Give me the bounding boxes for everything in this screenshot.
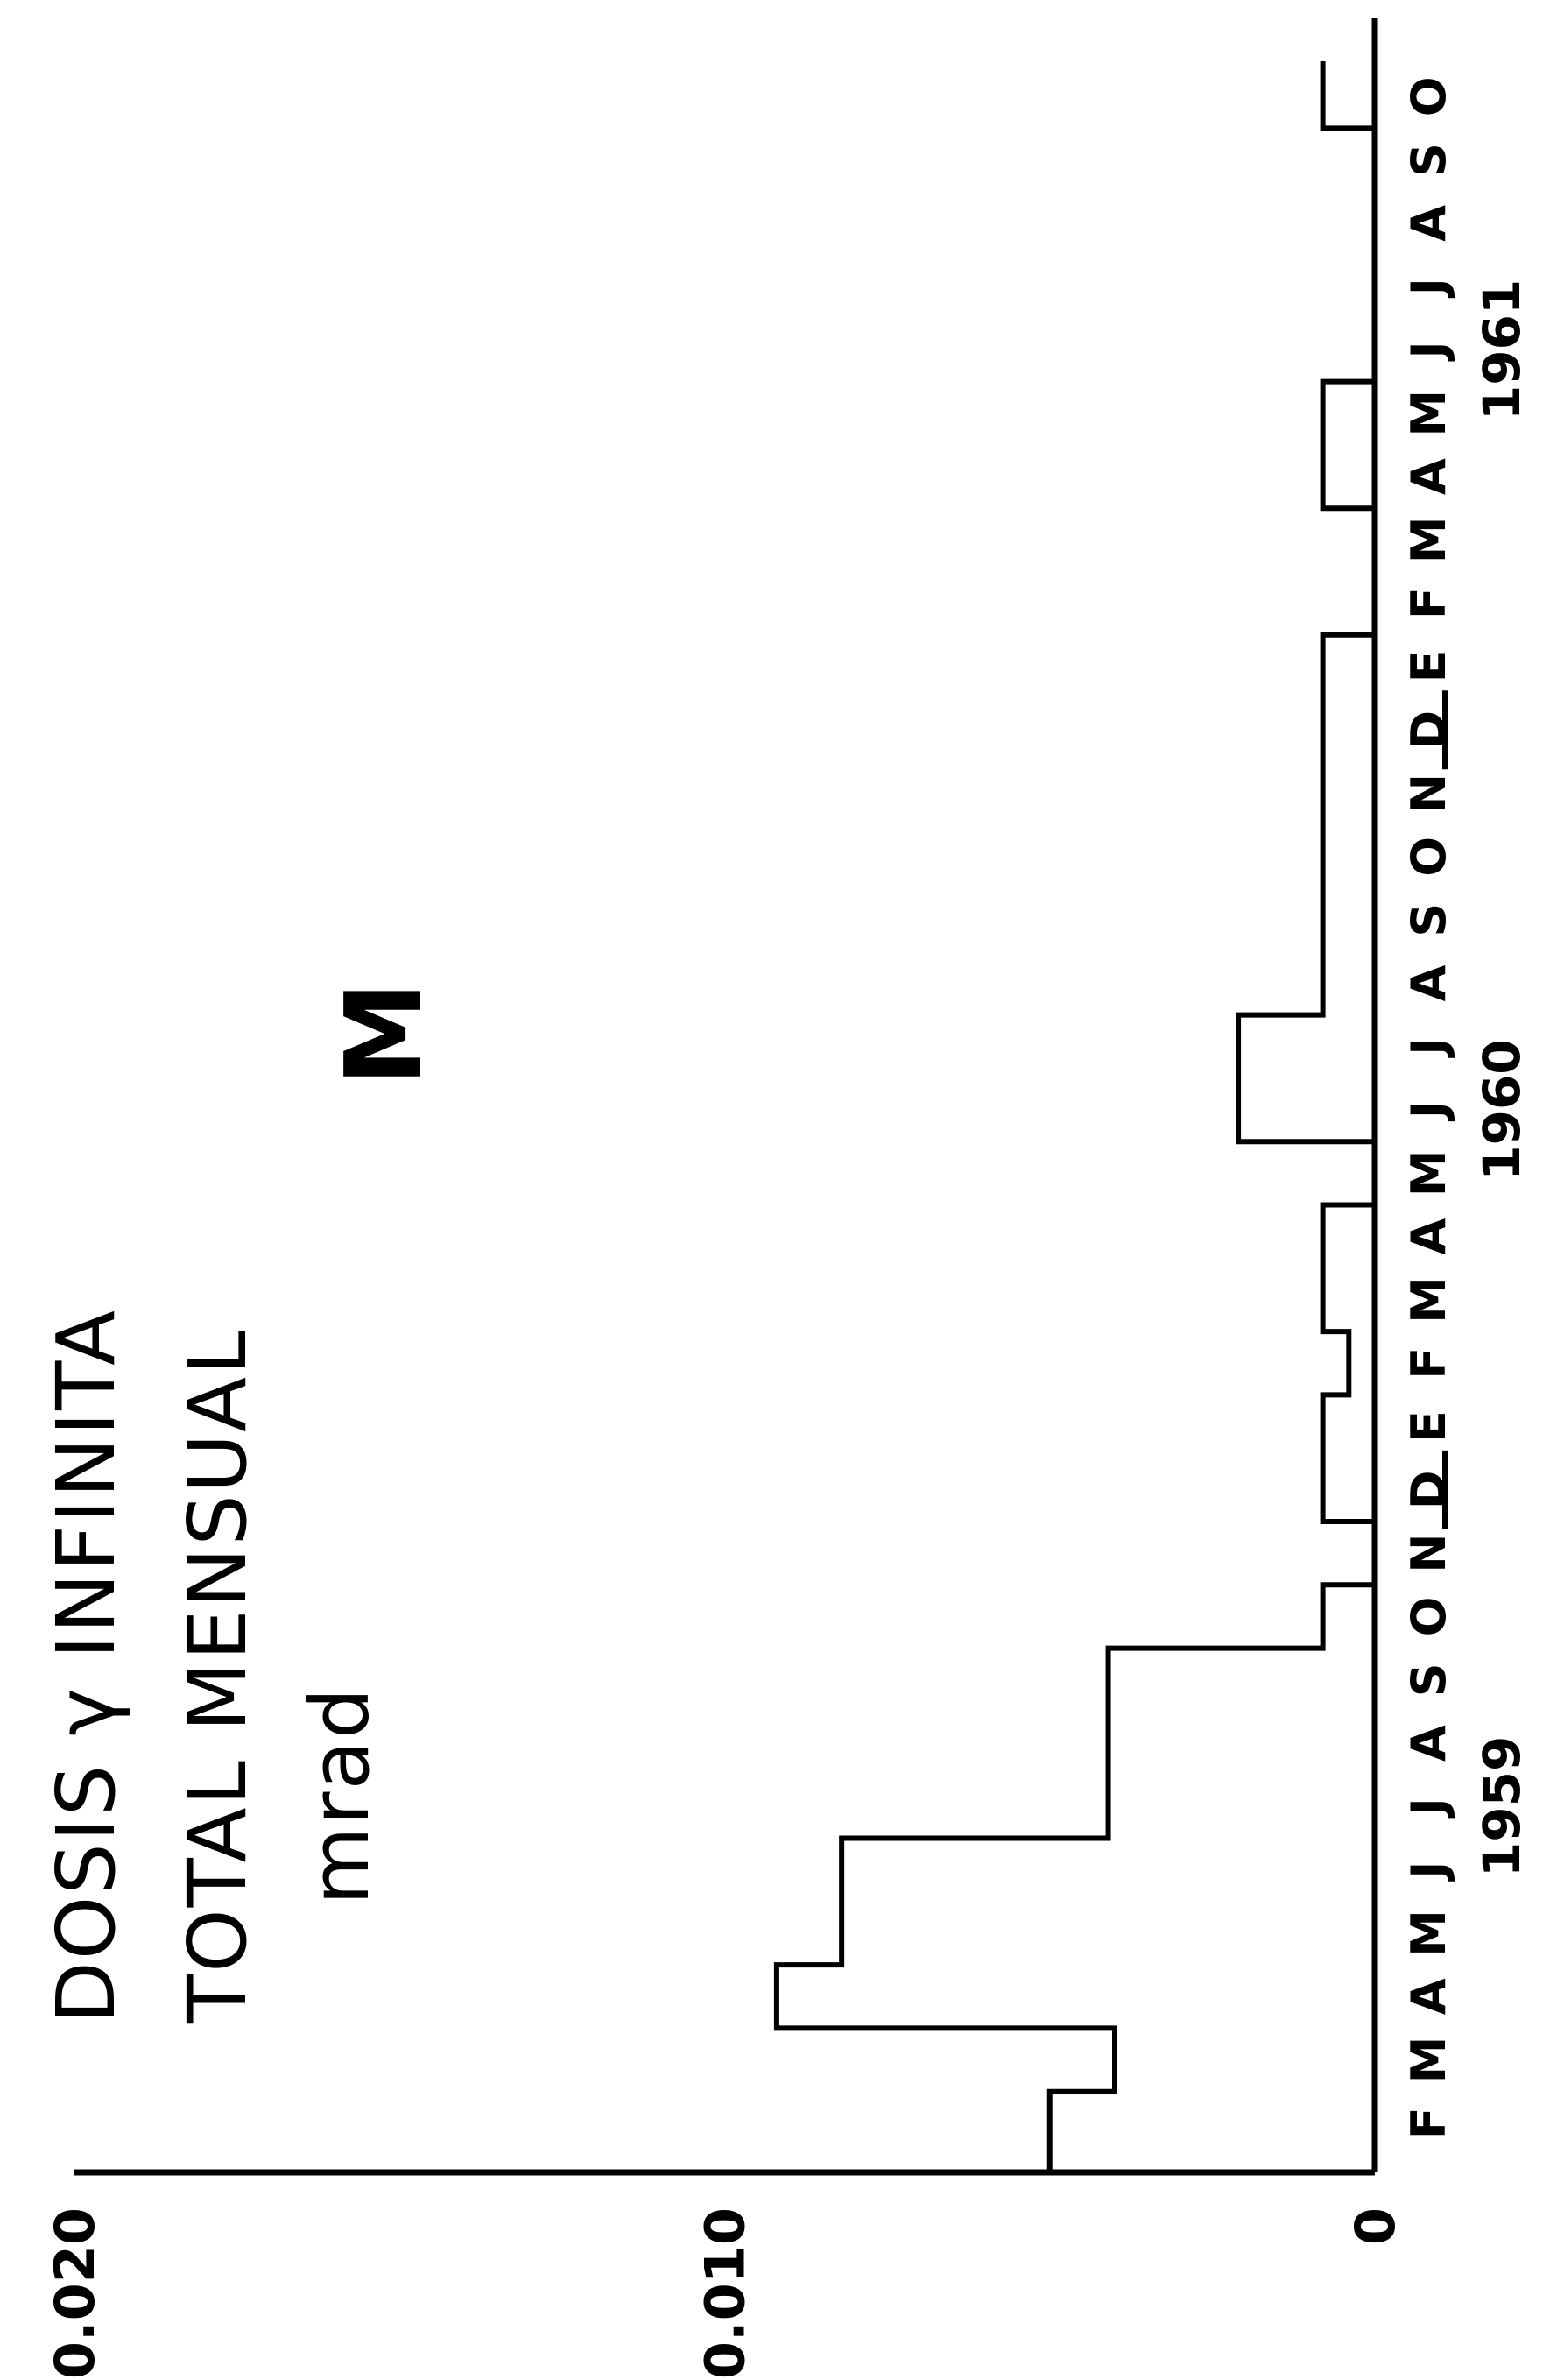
month-label: E: [1401, 1410, 1456, 1443]
month-label: M: [1401, 2037, 1456, 2084]
month-label: M: [1401, 1149, 1456, 1197]
y-tick-label: 0: [1343, 2207, 1407, 2245]
panel-label: M: [324, 981, 446, 1085]
year-label: 1960: [1472, 1039, 1532, 1180]
month-label: N: [1401, 1534, 1456, 1573]
month-label: E: [1401, 651, 1456, 683]
month-label: J: [1401, 278, 1456, 299]
month-label: F: [1401, 1347, 1456, 1380]
month-label: O: [1401, 1596, 1456, 1636]
month-label: A: [1401, 1218, 1456, 1255]
month-label: M: [1401, 516, 1456, 563]
month-label: N: [1401, 773, 1456, 813]
month-label: A: [1401, 964, 1456, 1001]
month-label: A: [1401, 1978, 1456, 2015]
year-label: 1959: [1472, 1736, 1532, 1877]
month-label: M: [1401, 1910, 1456, 1957]
month-label: A: [1401, 1725, 1456, 1762]
title-line: TOTAL MENSUAL: [171, 1329, 264, 2024]
month-label: D: [1401, 710, 1456, 750]
month-label: J: [1401, 1038, 1456, 1059]
month-label: O: [1401, 837, 1456, 877]
title-line: mrad: [293, 1686, 387, 1905]
month-label: A: [1401, 458, 1456, 495]
year-label: 1961: [1472, 279, 1532, 420]
y-tick-labels: 0 0.010 0.020: [43, 2207, 1407, 2379]
month-label: J: [1401, 1797, 1456, 1819]
month-label: J: [1401, 1861, 1456, 1882]
month-label: O: [1401, 76, 1456, 117]
month-label: M: [1401, 390, 1456, 437]
month-label: M: [1401, 1276, 1456, 1324]
month-label: D: [1401, 1470, 1456, 1509]
month-label: S: [1401, 143, 1456, 177]
chart-title: DOSIS γ INFINITA TOTAL MENSUAL mrad: [39, 1309, 387, 2024]
monthly-dose-step-line: [773, 61, 1377, 2172]
month-label: F: [1401, 2107, 1456, 2139]
year-labels: 1959 1960 1961: [1472, 279, 1532, 1877]
y-tick-label: 0.010: [694, 2207, 757, 2379]
month-label: S: [1401, 1663, 1456, 1697]
y-tick-label: 0.020: [43, 2207, 107, 2379]
month-label: J: [1401, 1101, 1456, 1122]
title-line: DOSIS γ INFINITA: [39, 1309, 133, 2023]
month-label: S: [1401, 903, 1456, 937]
month-label: J: [1401, 341, 1456, 362]
month-label: A: [1401, 205, 1456, 242]
series-step-line: [773, 61, 1377, 2172]
month-label: F: [1401, 587, 1456, 619]
